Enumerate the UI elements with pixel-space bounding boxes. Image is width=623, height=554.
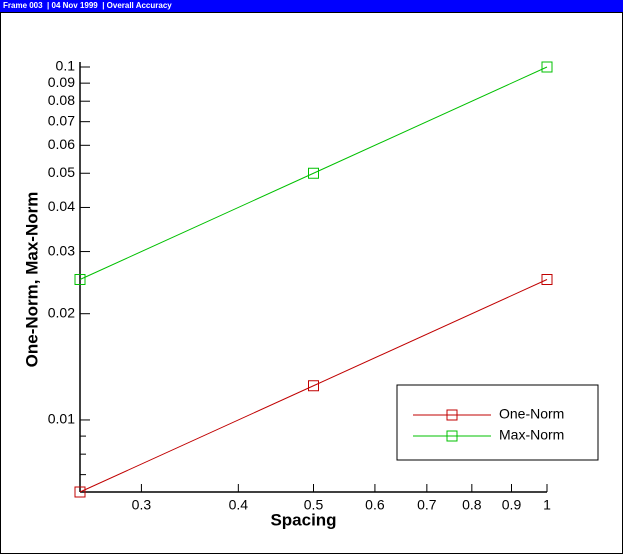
x-tick-label: 1 (543, 497, 551, 513)
y-tick-label: 0.01 (48, 411, 75, 427)
y-tick-label: 0.07 (48, 112, 75, 128)
legend-label: One-Norm (499, 406, 564, 422)
marker (74, 486, 86, 498)
series-line (79, 66, 548, 280)
legend-marker (446, 409, 458, 421)
x-tick-label: 0.8 (462, 497, 482, 513)
x-tick-label: 0.4 (229, 497, 249, 513)
chart: 0.3 0.4 0.5 0.6 0.7 0.8 0.9 1 0.01 0.02 0.03 0.04 0.… (0, 12, 623, 554)
marker (308, 167, 319, 179)
marker (74, 274, 86, 285)
y-tick-label: 0.02 (48, 304, 75, 320)
legend-label: Max-Norm (499, 427, 564, 443)
marker (308, 380, 319, 392)
series-line (79, 279, 548, 493)
x-tick-label: 0.6 (365, 497, 385, 513)
x-tick-label: 0.9 (502, 497, 522, 513)
y-tick-label: 0.08 (48, 92, 75, 108)
y-tick-label: 0.03 (48, 242, 75, 258)
marker (541, 61, 553, 73)
x-tick-label: 0.5 (304, 497, 324, 513)
frame (0, 12, 623, 554)
y-axis-label: One-Norm, Max-Norm (22, 192, 41, 368)
x-axis-label: Spacing (270, 510, 336, 529)
x-tick-label: 0.3 (132, 497, 152, 513)
y-tick-label: 0.1 (56, 58, 76, 74)
legend-marker (446, 430, 458, 442)
marker (541, 274, 553, 285)
x-tick-label: 0.7 (417, 497, 437, 513)
y-tick-label: 0.05 (48, 164, 75, 180)
y-tick-label: 0.09 (48, 74, 75, 90)
y-tick-label: 0.06 (48, 136, 75, 152)
title-bar: Frame 003 | 04 Nov 1999 | Overall Accura… (0, 0, 623, 12)
y-tick-label: 0.04 (48, 198, 75, 214)
legend (396, 384, 599, 461)
